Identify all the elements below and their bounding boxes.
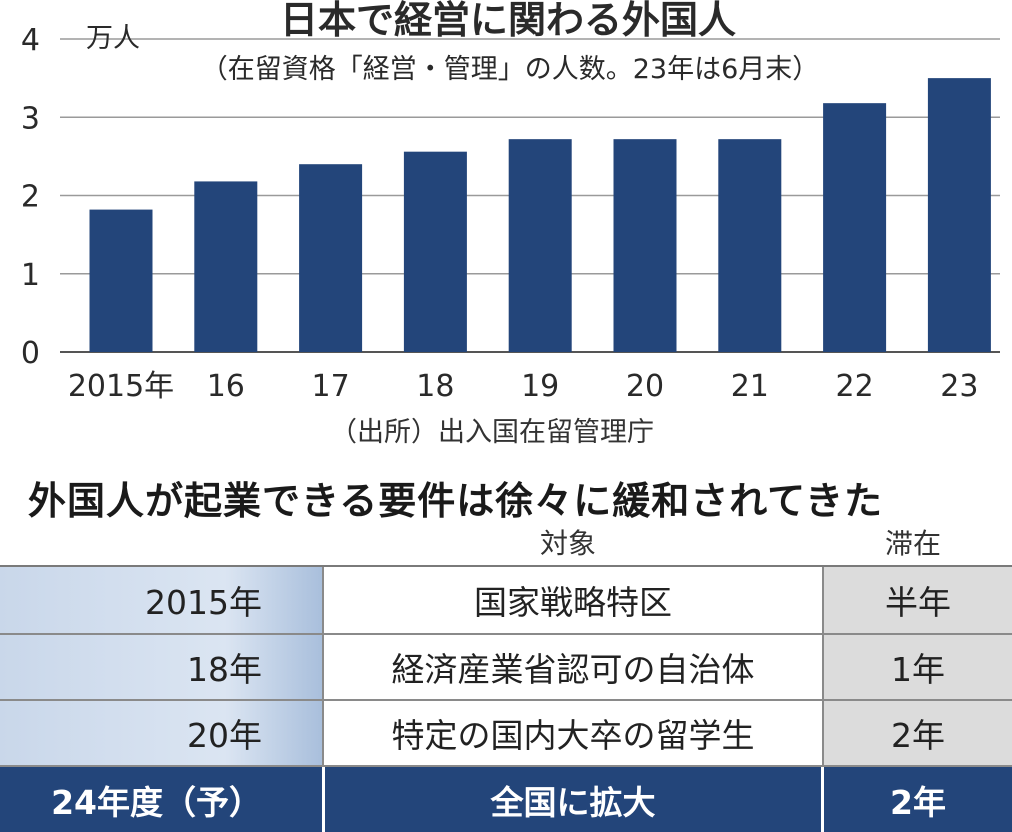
source-note: （出所）出入国在留管理庁 [330,417,654,448]
target-cell: 全国に拡大 [322,767,824,832]
bar-5 [613,139,677,352]
column-header-target: 対象 [540,527,597,560]
chart-subtitle: （在留資格「経営・管理」の人数。23年は6月末） [201,54,820,85]
column-header-stay: 滞在 [885,527,942,560]
x-tick-label: 19 [521,369,559,404]
bar-2 [299,164,363,352]
y-tick-labels: 0 1 2 3 4 [21,23,40,371]
stay-cell: 1年 [824,635,1012,699]
x-tick-labels: 2015年 16 17 18 19 20 21 22 23 [68,369,979,404]
chart-title: 日本で経営に関わる外国人 [280,0,736,42]
target-cell: 経済産業省認可の自治体 [322,635,824,699]
table-row-highlight: 24年度（予） 全国に拡大 2年 [0,767,1012,832]
x-tick-label: 17 [312,369,350,404]
target-cell: 国家戦略特区 [322,567,824,633]
stay-cell: 2年 [824,767,1012,832]
x-tick-label: 20 [626,369,664,404]
y-tick-label: 4 [21,23,40,58]
bar-4 [508,139,572,352]
bar-0 [89,209,153,352]
table-row: 18年 経済産業省認可の自治体 1年 [0,635,1012,701]
y-tick-label: 1 [21,258,40,293]
x-tick-label: 16 [207,369,245,404]
y-tick-label: 0 [21,336,40,371]
bar-6 [718,139,782,352]
x-tick-label: 22 [836,369,874,404]
x-tick-label: 18 [416,369,454,404]
target-cell: 特定の国内大卒の留学生 [322,701,824,765]
bar-1 [194,181,258,352]
bars [89,78,991,352]
bar-7 [823,103,887,352]
table-row: 20年 特定の国内大卒の留学生 2年 [0,701,1012,767]
y-unit-label: 万人 [86,23,140,54]
requirements-table: 2015年 国家戦略特区 半年 18年 経済産業省認可の自治体 1年 20年 特… [0,565,1012,832]
table-title: 外国人が起業できる要件は徐々に緩和されてきた [28,479,883,523]
stay-cell: 2年 [824,701,1012,765]
bar-8 [927,78,991,352]
x-tick-label: 2015年 [68,369,174,404]
stay-cell: 半年 [824,567,1012,633]
year-cell: 18年 [0,635,322,699]
x-tick-label: 21 [731,369,769,404]
bar-3 [403,151,467,352]
year-cell: 2015年 [0,567,322,633]
table-row: 2015年 国家戦略特区 半年 [0,567,1012,635]
year-cell: 20年 [0,701,322,765]
x-tick-label: 23 [940,369,978,404]
year-cell: 24年度（予） [0,767,322,832]
y-tick-label: 2 [21,180,40,215]
y-tick-label: 3 [21,101,40,136]
